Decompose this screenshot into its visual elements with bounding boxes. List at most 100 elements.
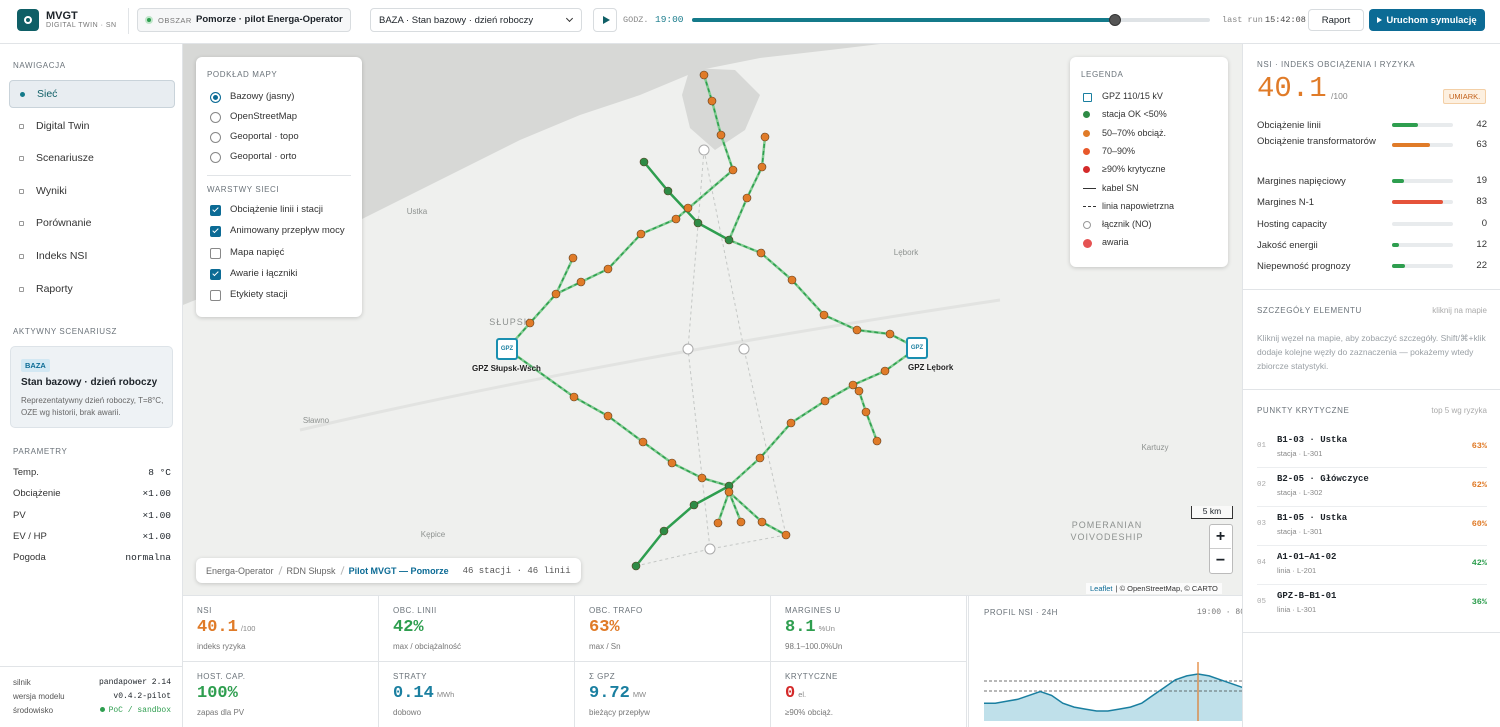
station xyxy=(787,275,797,285)
indicator-track xyxy=(1392,123,1453,127)
scenario-description: Reprezentatywny dzień roboczy, T=8°C, OZ… xyxy=(21,396,164,417)
station xyxy=(689,500,699,510)
play-button[interactable] xyxy=(593,8,617,32)
layer-option: Mapa napięć xyxy=(230,246,285,258)
station xyxy=(786,418,796,428)
indicator-bar xyxy=(1392,179,1404,183)
gpz-marker[interactable]: GPZ xyxy=(906,337,928,359)
place-label: POMERANIAN xyxy=(1072,520,1143,530)
radio[interactable] xyxy=(210,132,221,143)
nav-item[interactable]: Sieć xyxy=(9,80,175,108)
place-label: Ustka xyxy=(407,207,428,216)
kpi-value: 9.72 MW xyxy=(589,684,646,703)
indicator-label: Hosting capacity xyxy=(1257,219,1327,230)
nav-icon xyxy=(19,221,24,227)
overhead-line xyxy=(635,534,787,567)
critical-name: B2-05 · Główczyce xyxy=(1277,474,1369,484)
layers-panel: PODKŁAD MAPY Bazowy (jasny) OpenStreetMap G… xyxy=(196,57,362,317)
attribution-link[interactable]: Leaflet xyxy=(1090,584,1113,593)
critical-rank: 02 xyxy=(1257,481,1267,489)
nav-item[interactable]: Indeks NSI xyxy=(9,243,175,271)
kpi-number: 0.14 xyxy=(393,684,434,703)
details-hint: kliknij na mapie xyxy=(1432,306,1487,315)
kpi-sub: bieżący przepływ xyxy=(589,708,650,717)
critical-row[interactable] xyxy=(1257,468,1487,507)
time-value: 19:00 xyxy=(655,14,684,25)
switch xyxy=(682,343,694,355)
gpz-marker[interactable]: GPZ xyxy=(496,338,518,360)
map[interactable]: Ustka SŁUPSK Lębork Sławno Kępice Kartuzy POME… xyxy=(183,44,1242,595)
breadcrumb-item[interactable]: Pilot MVGT — Pomorze xyxy=(348,565,449,576)
checkbox[interactable] xyxy=(210,205,221,216)
gpz-marker-label: GPZ xyxy=(500,346,514,352)
critical-hint: top 5 wg ryzyka xyxy=(1431,406,1487,415)
kpi-cell xyxy=(379,662,575,727)
nsi-badge: UMIARK. xyxy=(1443,89,1487,104)
nav-item[interactable]: Wyniki xyxy=(9,178,175,206)
kpi-value: 42% xyxy=(393,618,424,637)
breadcrumb-item[interactable]: Energa-Operator xyxy=(206,565,274,576)
nav-item[interactable]: Porównanie xyxy=(9,210,175,238)
breadcrumb-item[interactable]: RDN Słupsk xyxy=(286,565,336,576)
param-label: Obciążenie xyxy=(13,488,61,500)
critical-row[interactable] xyxy=(1257,546,1487,585)
station xyxy=(713,518,723,528)
footer-label: środowisko xyxy=(13,706,54,715)
baseline-select[interactable]: BAZA · Stan bazowy · dzień roboczy xyxy=(370,8,582,32)
lake xyxy=(682,68,760,150)
kpi-unit: MW xyxy=(632,690,647,699)
scenario-title: AKTYWNY SCENARIUSZ xyxy=(13,327,117,336)
kpi-label: NSI xyxy=(197,606,212,615)
kpi-sub: max / Sn xyxy=(589,642,621,651)
flow xyxy=(506,347,918,487)
radio[interactable] xyxy=(210,112,221,123)
layer-option: Etykiety stacji xyxy=(230,289,288,301)
critical-value: 63% xyxy=(1471,441,1487,451)
zoom-in[interactable]: + xyxy=(1210,525,1231,549)
region-select[interactable]: OBSZAR Pomorze · pilot Energa-Operator xyxy=(137,8,351,32)
legend-label: 50–70% obciąż. xyxy=(1102,127,1167,138)
kpi-value: 8.1 %Un xyxy=(785,618,835,637)
critical-row[interactable] xyxy=(1257,507,1487,546)
checkbox[interactable] xyxy=(210,226,221,238)
time-label: GODZ. xyxy=(623,15,649,25)
slider-fill xyxy=(692,18,1115,22)
kpi-unit: el. xyxy=(798,690,807,699)
legend: LEGENDA GPZ 110/15 kV stacja OK <50% 50–70%… xyxy=(1070,57,1228,267)
kpi-cell xyxy=(575,662,771,727)
kpi-label: MARGINES U xyxy=(785,606,841,615)
overhead-line xyxy=(703,149,787,536)
checkbox[interactable] xyxy=(210,268,221,280)
kpi-value: 0.14 MWh xyxy=(393,684,454,703)
details-title: SZCZEGÓŁY ELEMENTU xyxy=(1257,306,1362,315)
attribution-text: | © OpenStreetMap, © CARTO xyxy=(1115,584,1218,593)
critical-row[interactable] xyxy=(1257,429,1487,468)
kpi-number: 9.72 xyxy=(589,684,630,703)
report-button[interactable]: Raport xyxy=(1308,9,1364,31)
station xyxy=(742,193,752,203)
footer-value: PoC / sandbox xyxy=(13,706,171,715)
nav-item[interactable]: Scenariusze xyxy=(9,145,175,173)
baseline-value: BAZA · Stan bazowy · dzień roboczy xyxy=(379,15,534,26)
run-button[interactable]: Uruchom symulację xyxy=(1369,9,1485,31)
layers-title: WARSTWY SIECI xyxy=(207,185,280,194)
critical-value: 42% xyxy=(1471,558,1487,568)
station xyxy=(757,517,767,527)
indicator-value: 0 xyxy=(1481,218,1487,229)
checkbox[interactable] xyxy=(210,290,221,302)
place-label: VOIVODESHIP xyxy=(1070,532,1143,542)
nav-item[interactable]: Digital Twin xyxy=(9,113,175,141)
footer-label: wersja modelu xyxy=(13,692,65,701)
scenario-name: Stan bazowy · dzień roboczy xyxy=(21,377,158,388)
slider-knob[interactable] xyxy=(1109,14,1121,26)
logo xyxy=(17,9,39,31)
layer-option: Animowany przepływ mocy xyxy=(230,225,345,237)
nsi-max: /100 xyxy=(1331,91,1348,101)
checkbox[interactable] xyxy=(210,247,221,259)
zoom-out[interactable]: − xyxy=(1215,552,1226,569)
nav-item[interactable]: Raporty xyxy=(9,276,175,304)
radio[interactable] xyxy=(210,92,221,103)
radio[interactable] xyxy=(210,152,221,163)
zoom-control: + − xyxy=(1209,524,1233,574)
